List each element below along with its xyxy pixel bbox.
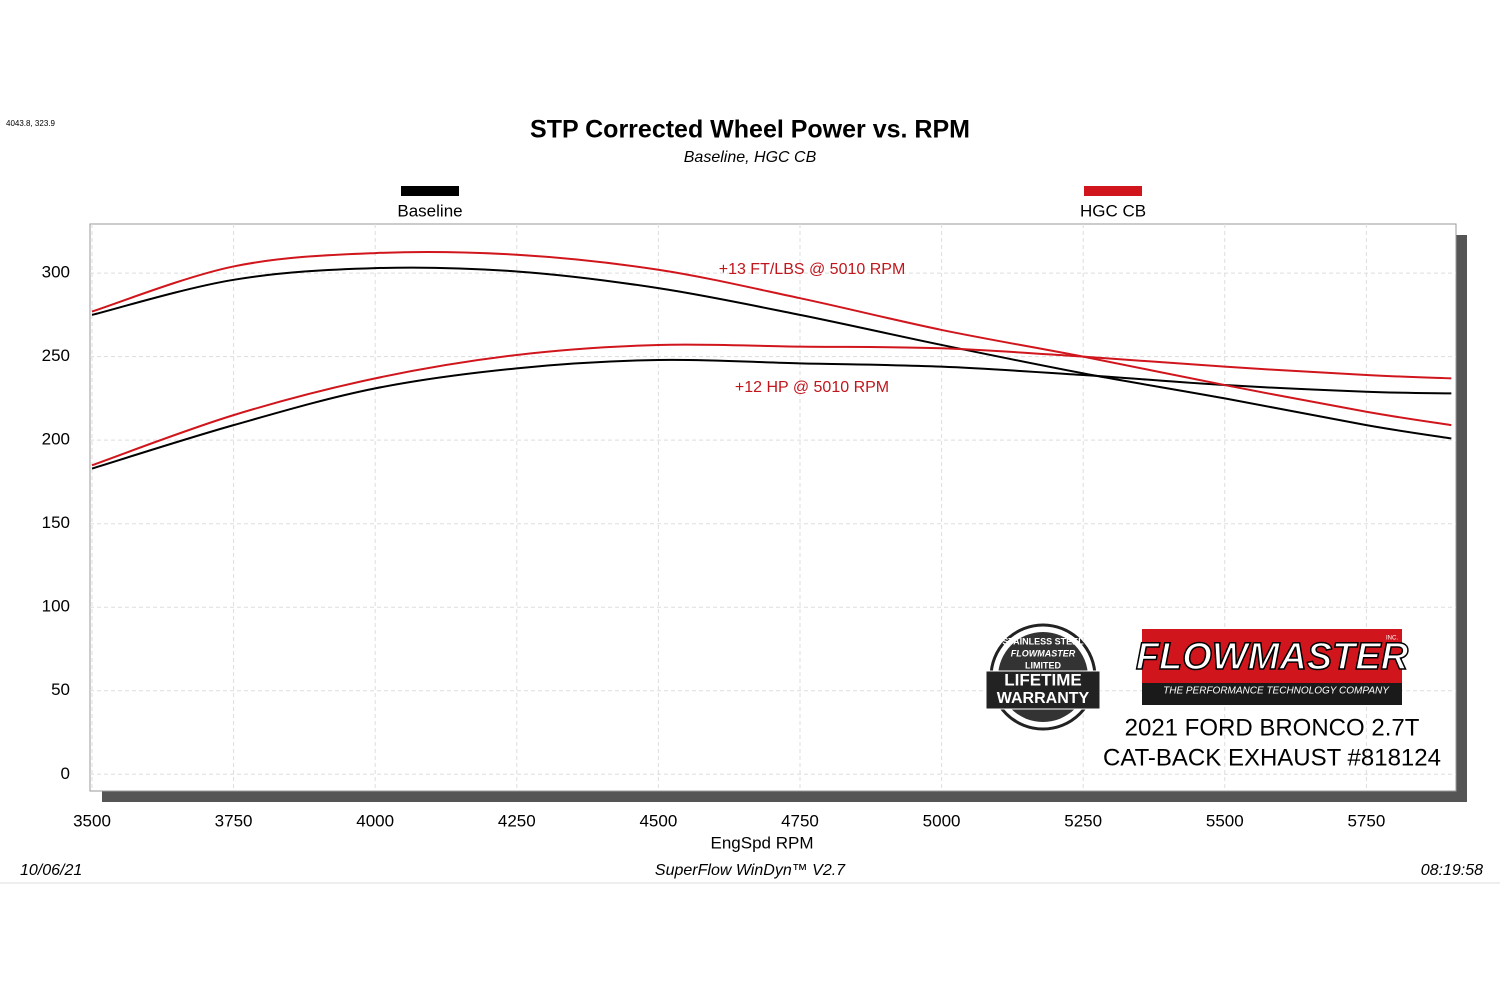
y-tick-label: 200 xyxy=(42,430,70,449)
x-tick-label: 5000 xyxy=(923,811,961,830)
x-axis-title: EngSpd RPM xyxy=(711,833,814,852)
x-tick-label: 4500 xyxy=(639,811,677,830)
y-tick-label: 300 xyxy=(42,263,70,282)
legend-swatch xyxy=(401,186,459,196)
corner-readout: 4043.8, 323.9 xyxy=(6,119,55,128)
chart-subtitle: Baseline, HGC CB xyxy=(684,149,817,166)
badge-text: LIFETIME xyxy=(1004,670,1081,689)
chart-title: STP Corrected Wheel Power vs. RPM xyxy=(530,116,970,144)
footer-date: 10/06/21 xyxy=(20,862,82,879)
annotation: +13 FT/LBS @ 5010 RPM xyxy=(719,261,906,278)
brand-logo: FLOWMASTER INC. THE PERFORMANCE TECHNOLO… xyxy=(1135,629,1409,705)
legend-swatch xyxy=(1084,186,1142,196)
y-tick-label: 50 xyxy=(51,680,70,699)
x-tick-label: 4250 xyxy=(498,811,536,830)
caption: 2021 FORD BRONCO 2.7T xyxy=(1125,714,1420,741)
caption: CAT-BACK EXHAUST #818124 xyxy=(1103,744,1441,771)
lines xyxy=(91,251,1452,470)
y-tick-label: 0 xyxy=(61,764,70,783)
badge-band xyxy=(985,670,1101,710)
curve xyxy=(91,266,1452,440)
logo-tagline: THE PERFORMANCE TECHNOLOGY COMPANY xyxy=(1163,686,1390,697)
x-tick-label: 5250 xyxy=(1064,811,1102,830)
x-tick-label: 5750 xyxy=(1347,811,1385,830)
y-tick-label: 150 xyxy=(42,513,70,532)
logo-brand: FLOWMASTER xyxy=(1136,636,1409,678)
annotation: +12 HP @ 5010 RPM xyxy=(735,379,889,396)
badge-text: LIMITED xyxy=(1025,660,1061,670)
warranty-badge: STAINLESS STEEL FLOWMASTER LIMITED LIFET… xyxy=(985,623,1101,731)
footer-software: SuperFlow WinDyn™ V2.7 xyxy=(655,862,846,879)
badge-text: WARRANTY xyxy=(997,690,1090,707)
logo-inc: INC. xyxy=(1386,636,1398,642)
curve xyxy=(91,358,1452,470)
x-tick-label: 3750 xyxy=(215,811,253,830)
y-tick-label: 250 xyxy=(42,346,70,365)
x-tick-label: 4000 xyxy=(356,811,394,830)
curve xyxy=(91,343,1452,467)
footer-time: 08:19:58 xyxy=(1421,862,1483,879)
badge-text: FLOWMASTER xyxy=(1011,648,1076,658)
logo-band xyxy=(1142,683,1402,705)
legend-label: HGC CB xyxy=(1080,201,1146,220)
x-tick-label: 5500 xyxy=(1206,811,1244,830)
y-tick-label: 100 xyxy=(42,597,70,616)
legend-label: Baseline xyxy=(397,201,462,220)
x-tick-label: 3500 xyxy=(73,811,111,830)
badge-text: STAINLESS STEEL xyxy=(1002,636,1084,646)
curve xyxy=(91,251,1452,427)
x-tick-label: 4750 xyxy=(781,811,819,830)
